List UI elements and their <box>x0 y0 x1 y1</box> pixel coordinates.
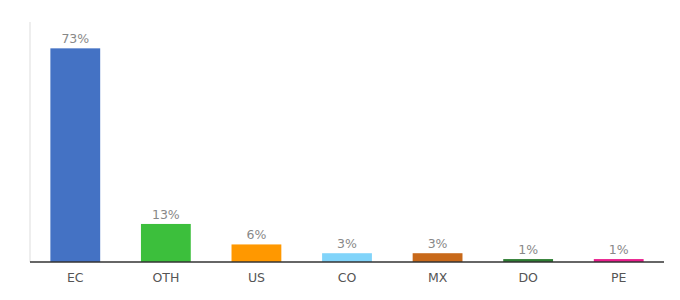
chart-container: 73% 13% 6% 3% 3% 1% 1% EC OTH US CO MX DO PE <box>0 0 680 300</box>
bar <box>141 224 191 262</box>
bars <box>50 48 643 262</box>
data-label: 3% <box>428 236 448 251</box>
x-axis-line <box>30 261 664 263</box>
x-tick-label: EC <box>67 270 84 285</box>
bar <box>232 244 282 262</box>
chart-svg: 73% 13% 6% 3% 3% 1% 1% EC OTH US CO MX DO PE <box>0 0 680 300</box>
data-label: 13% <box>152 207 180 222</box>
data-label: 3% <box>337 236 357 251</box>
x-tick-label: OTH <box>152 270 179 285</box>
x-tick-label: DO <box>518 270 538 285</box>
bar <box>50 48 100 262</box>
x-tick-label: MX <box>428 270 448 285</box>
data-label: 73% <box>61 31 89 46</box>
y-axis-line <box>30 22 31 262</box>
data-label: 6% <box>247 227 267 242</box>
data-label: 1% <box>518 242 538 257</box>
x-tick-label: US <box>248 270 265 285</box>
x-tick-label: CO <box>338 270 357 285</box>
x-tick-label: PE <box>611 270 627 285</box>
data-label: 1% <box>609 242 629 257</box>
bar <box>322 253 372 262</box>
bar <box>413 253 463 262</box>
